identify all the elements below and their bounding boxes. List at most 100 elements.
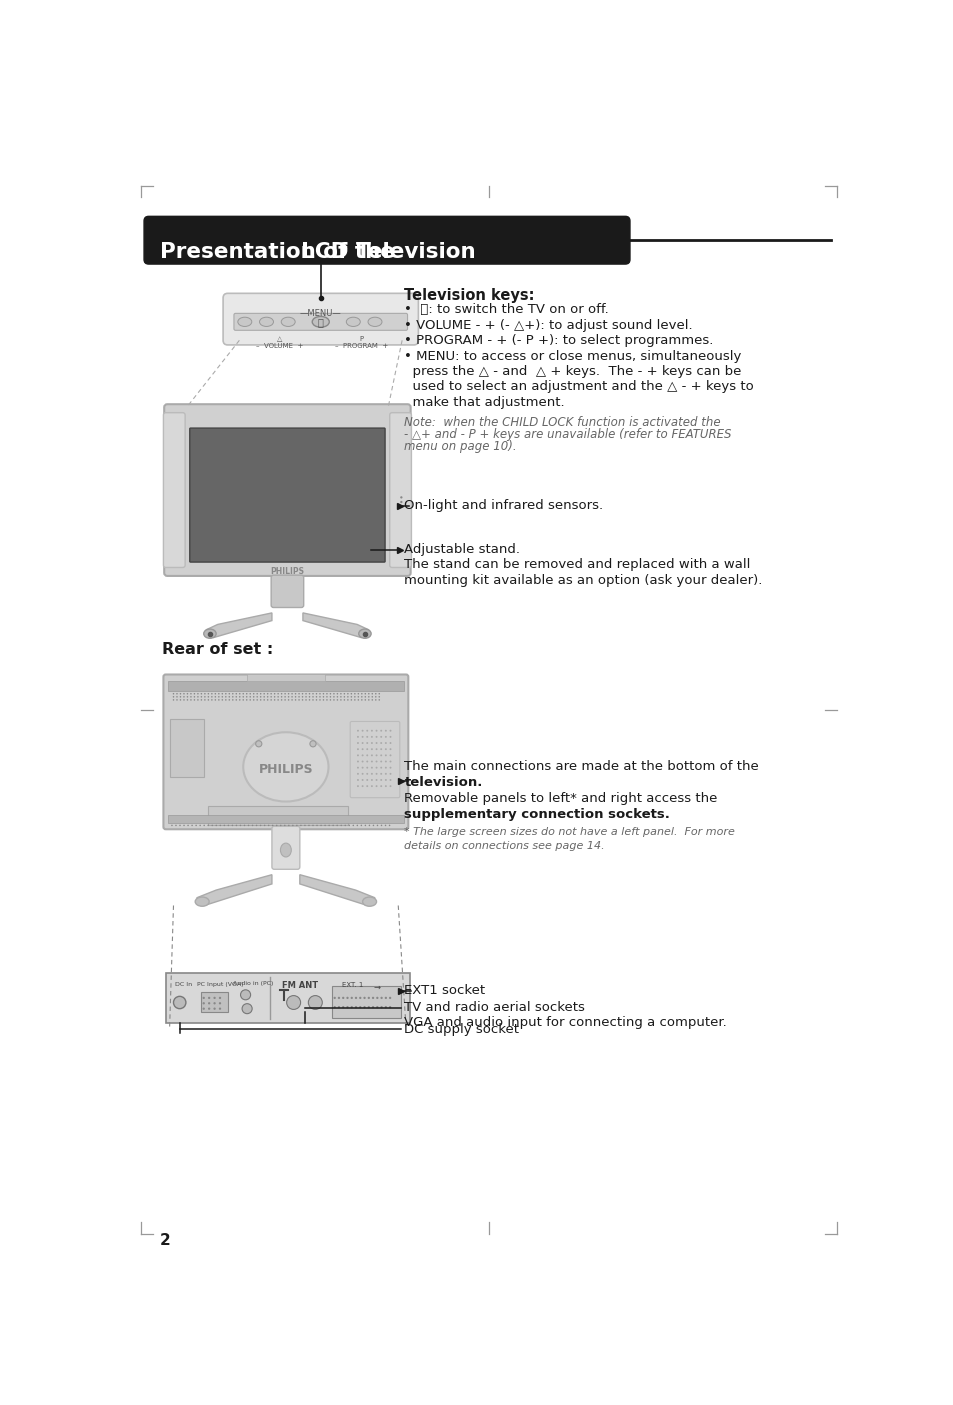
Ellipse shape xyxy=(384,1006,387,1009)
Ellipse shape xyxy=(232,695,233,698)
Ellipse shape xyxy=(309,695,310,698)
Ellipse shape xyxy=(368,700,369,701)
Ellipse shape xyxy=(322,695,324,698)
Ellipse shape xyxy=(218,693,219,694)
Ellipse shape xyxy=(350,996,353,999)
Ellipse shape xyxy=(183,695,185,698)
Ellipse shape xyxy=(288,825,290,826)
Ellipse shape xyxy=(208,695,209,698)
Ellipse shape xyxy=(380,778,382,781)
Ellipse shape xyxy=(340,825,341,826)
Ellipse shape xyxy=(361,736,363,738)
Ellipse shape xyxy=(232,825,233,826)
Ellipse shape xyxy=(284,695,286,698)
Ellipse shape xyxy=(384,736,386,738)
Ellipse shape xyxy=(312,700,314,701)
Ellipse shape xyxy=(380,729,382,732)
Ellipse shape xyxy=(364,693,366,694)
Ellipse shape xyxy=(253,693,254,694)
Ellipse shape xyxy=(246,695,247,698)
Ellipse shape xyxy=(275,825,277,826)
Ellipse shape xyxy=(214,700,216,701)
Ellipse shape xyxy=(333,700,335,701)
Ellipse shape xyxy=(229,695,230,698)
Ellipse shape xyxy=(239,693,240,694)
Text: Television keys:: Television keys: xyxy=(404,288,535,303)
Ellipse shape xyxy=(371,749,373,750)
Ellipse shape xyxy=(375,778,377,781)
Ellipse shape xyxy=(197,700,198,701)
Ellipse shape xyxy=(375,996,378,999)
Ellipse shape xyxy=(354,700,355,701)
Ellipse shape xyxy=(356,760,358,763)
Ellipse shape xyxy=(280,693,282,694)
Ellipse shape xyxy=(239,825,241,826)
Ellipse shape xyxy=(364,825,366,826)
Ellipse shape xyxy=(375,749,377,750)
Ellipse shape xyxy=(347,700,348,701)
Ellipse shape xyxy=(315,700,317,701)
Ellipse shape xyxy=(204,700,206,701)
Ellipse shape xyxy=(243,825,245,826)
Ellipse shape xyxy=(326,693,328,694)
Ellipse shape xyxy=(366,742,368,745)
Ellipse shape xyxy=(350,700,352,701)
Ellipse shape xyxy=(203,825,205,826)
Ellipse shape xyxy=(208,996,210,999)
Ellipse shape xyxy=(213,996,215,999)
Ellipse shape xyxy=(337,1006,340,1009)
FancyBboxPatch shape xyxy=(144,216,629,264)
Text: Removable panels to left* and right access the: Removable panels to left* and right acce… xyxy=(404,792,717,805)
Text: PHILIPS: PHILIPS xyxy=(258,763,313,776)
Ellipse shape xyxy=(255,740,261,747)
Ellipse shape xyxy=(176,693,177,694)
Ellipse shape xyxy=(267,693,268,694)
Ellipse shape xyxy=(202,996,205,999)
Ellipse shape xyxy=(281,318,294,326)
Ellipse shape xyxy=(249,695,251,698)
Ellipse shape xyxy=(215,825,217,826)
Ellipse shape xyxy=(355,1006,356,1009)
Ellipse shape xyxy=(354,695,355,698)
Ellipse shape xyxy=(253,700,254,701)
Ellipse shape xyxy=(242,695,244,698)
Ellipse shape xyxy=(319,695,320,698)
Ellipse shape xyxy=(228,825,229,826)
Text: PHILIPS: PHILIPS xyxy=(270,566,304,576)
Ellipse shape xyxy=(225,695,227,698)
Ellipse shape xyxy=(366,760,368,763)
Ellipse shape xyxy=(240,989,251,1000)
Ellipse shape xyxy=(389,754,391,756)
Ellipse shape xyxy=(389,749,391,750)
Ellipse shape xyxy=(380,767,382,769)
Ellipse shape xyxy=(274,700,275,701)
Ellipse shape xyxy=(274,695,275,698)
Ellipse shape xyxy=(256,700,257,701)
Ellipse shape xyxy=(384,778,386,781)
Ellipse shape xyxy=(237,318,252,326)
Ellipse shape xyxy=(202,1002,205,1005)
Ellipse shape xyxy=(284,700,286,701)
Text: Audio in (PC): Audio in (PC) xyxy=(233,981,274,986)
Ellipse shape xyxy=(214,693,216,694)
Ellipse shape xyxy=(312,825,314,826)
Ellipse shape xyxy=(218,1002,221,1005)
Text: The main connections are made at the bottom of the: The main connections are made at the bot… xyxy=(404,760,759,773)
Ellipse shape xyxy=(179,700,181,701)
Text: Rear of set :: Rear of set : xyxy=(162,642,273,658)
Ellipse shape xyxy=(291,700,293,701)
Ellipse shape xyxy=(372,1006,374,1009)
Ellipse shape xyxy=(384,729,386,732)
Ellipse shape xyxy=(172,695,174,698)
Ellipse shape xyxy=(371,767,373,769)
Ellipse shape xyxy=(193,700,195,701)
Ellipse shape xyxy=(192,825,193,826)
Text: details on connections see page 14.: details on connections see page 14. xyxy=(404,840,604,851)
Ellipse shape xyxy=(366,767,368,769)
Ellipse shape xyxy=(315,695,317,698)
Ellipse shape xyxy=(389,742,391,745)
Ellipse shape xyxy=(353,825,354,826)
Ellipse shape xyxy=(322,693,324,694)
Ellipse shape xyxy=(268,825,269,826)
Ellipse shape xyxy=(380,825,382,826)
